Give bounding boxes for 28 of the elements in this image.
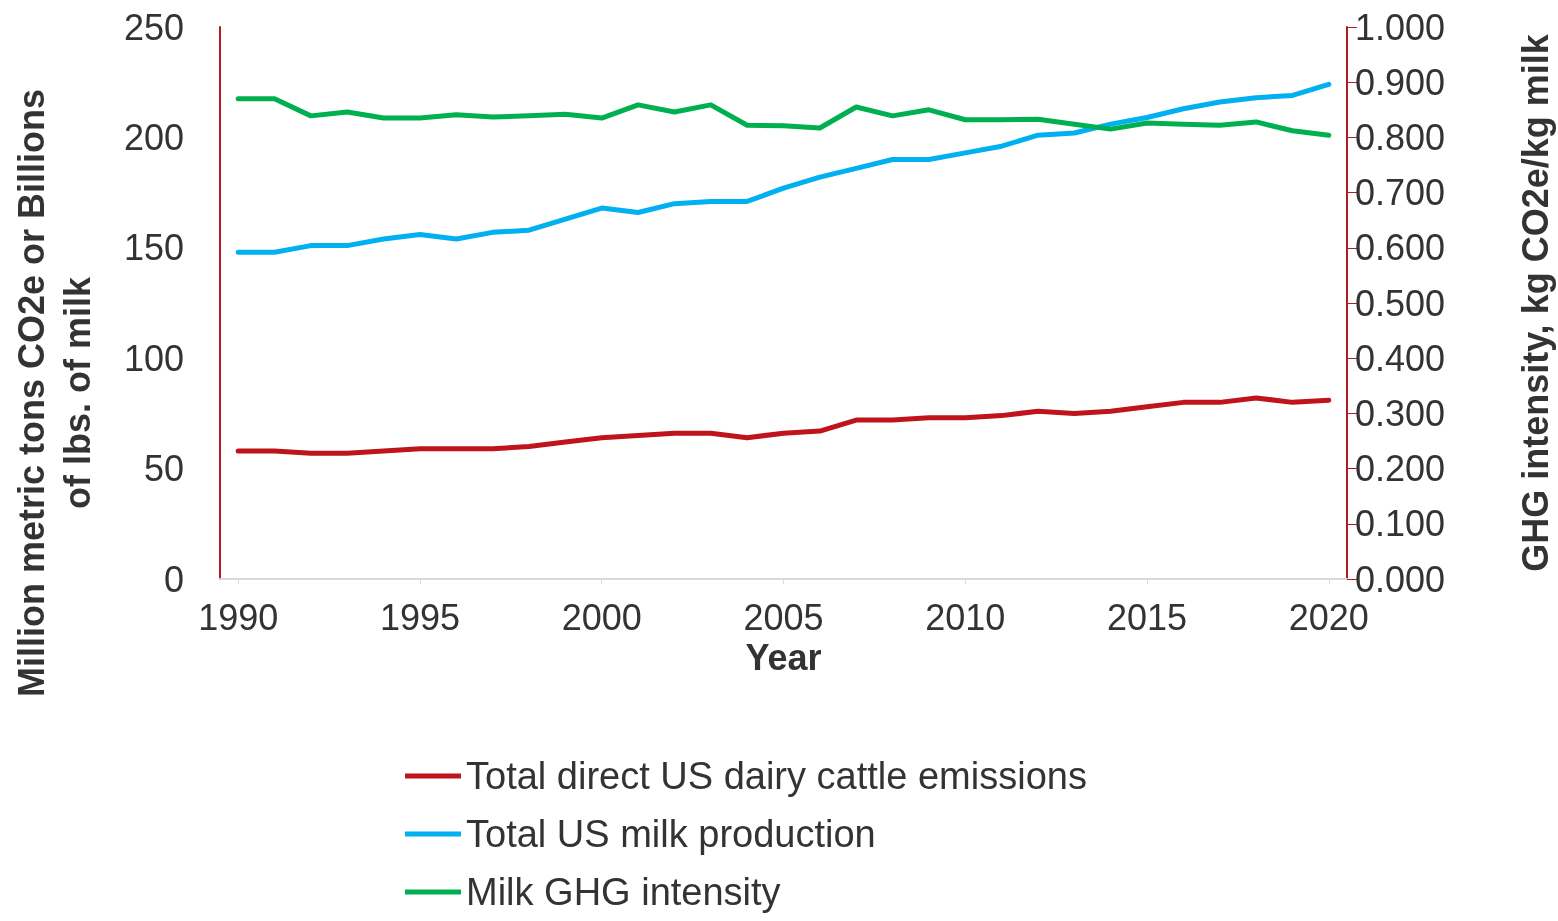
y-tick-label: 250 [123,6,184,48]
y2-tick-label: 0.500 [1355,282,1446,324]
legend-label: Total direct US dairy cattle emissions [466,755,1087,797]
y-tick-label: 200 [123,116,184,158]
y-tick-label: 0 [163,558,184,600]
y2-tick-label: 0.300 [1355,392,1446,434]
y-tick-label: 100 [123,337,184,379]
legend-label: Milk GHG intensity [466,871,781,913]
y2-tick-label: 0.400 [1355,337,1446,379]
x-tick-label: 2015 [1107,596,1188,638]
y2-tick-label: 0.100 [1355,503,1446,545]
x-tick-label: 2010 [925,596,1006,638]
x-axis-title: Year [745,637,822,679]
y-tick-label: 150 [123,227,184,269]
x-tick-label: 2000 [561,596,642,638]
y2-tick-label: 0.200 [1355,448,1446,490]
legend-label: Total US milk production [466,813,876,855]
y-axis-title: Million metric tons CO2e or Billions of lbs. of milk [10,88,98,698]
y2-tick-label: 1.000 [1355,6,1446,48]
y-tick-label: 50 [143,448,184,490]
y2-tick-label: 0.700 [1355,172,1446,214]
x-tick-label: 2005 [743,596,824,638]
y2-axis-title: GHG intensity, kg CO2e/kg milk [1514,33,1556,572]
y2-tick-label: 0.800 [1355,116,1446,158]
x-tick-label: 1990 [198,596,279,638]
y2-tick-label: 0.900 [1355,61,1446,103]
y2-tick-label: 0.600 [1355,227,1446,269]
x-tick-label: 1995 [379,596,460,638]
